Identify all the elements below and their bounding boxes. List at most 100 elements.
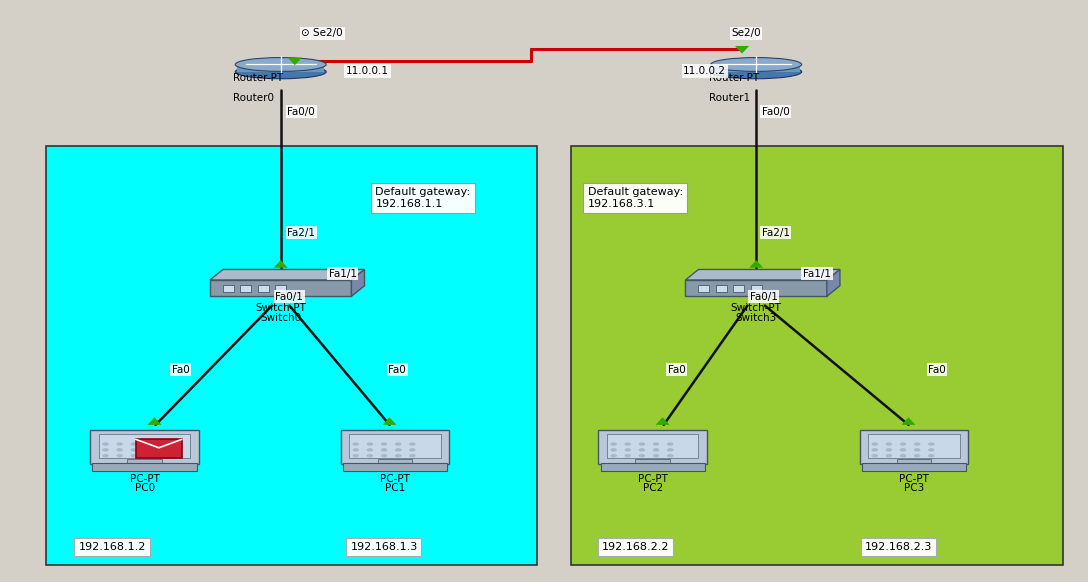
Circle shape <box>145 448 151 452</box>
Circle shape <box>409 442 416 446</box>
FancyBboxPatch shape <box>598 430 707 464</box>
Text: PC2: PC2 <box>643 483 663 493</box>
Text: PC1: PC1 <box>385 483 405 493</box>
FancyBboxPatch shape <box>46 146 537 565</box>
Circle shape <box>610 454 617 457</box>
Circle shape <box>928 448 935 452</box>
Circle shape <box>395 454 401 457</box>
Polygon shape <box>210 269 364 280</box>
FancyBboxPatch shape <box>210 280 351 296</box>
Text: PC-PT: PC-PT <box>638 474 668 484</box>
Polygon shape <box>383 417 396 425</box>
Circle shape <box>353 454 359 457</box>
Text: 192.168.1.3: 192.168.1.3 <box>350 542 418 552</box>
Circle shape <box>639 442 645 446</box>
FancyBboxPatch shape <box>341 430 449 464</box>
Circle shape <box>914 442 920 446</box>
Circle shape <box>653 454 659 457</box>
Text: Fa0/0: Fa0/0 <box>287 107 316 117</box>
FancyBboxPatch shape <box>127 459 162 465</box>
Circle shape <box>900 454 906 457</box>
FancyBboxPatch shape <box>751 285 762 292</box>
Circle shape <box>395 448 401 452</box>
Circle shape <box>914 448 920 452</box>
Polygon shape <box>735 46 749 54</box>
Circle shape <box>653 442 659 446</box>
Text: Router-PT: Router-PT <box>708 73 758 83</box>
Text: 11.0.0.1: 11.0.0.1 <box>346 66 390 76</box>
FancyBboxPatch shape <box>607 434 698 458</box>
Circle shape <box>131 442 137 446</box>
Circle shape <box>102 448 109 452</box>
Circle shape <box>116 442 123 446</box>
Text: PC0: PC0 <box>135 483 154 493</box>
FancyBboxPatch shape <box>99 434 190 458</box>
Text: Fa0/1: Fa0/1 <box>750 292 778 302</box>
FancyBboxPatch shape <box>378 459 412 465</box>
Text: 192.168.2.2: 192.168.2.2 <box>602 542 669 552</box>
Text: 11.0.0.2: 11.0.0.2 <box>683 66 727 76</box>
FancyBboxPatch shape <box>685 280 827 296</box>
Circle shape <box>102 454 109 457</box>
FancyBboxPatch shape <box>275 285 286 292</box>
Polygon shape <box>901 417 915 425</box>
Ellipse shape <box>235 58 326 72</box>
Circle shape <box>610 442 617 446</box>
Circle shape <box>367 442 373 446</box>
Text: Switch-PT: Switch-PT <box>256 303 306 313</box>
Circle shape <box>145 442 151 446</box>
Polygon shape <box>148 417 162 425</box>
Text: Default gateway:
192.168.3.1: Default gateway: 192.168.3.1 <box>588 187 682 209</box>
Ellipse shape <box>710 58 802 72</box>
Text: Switch3: Switch3 <box>735 313 777 322</box>
Text: Fa1/1: Fa1/1 <box>803 268 831 279</box>
Polygon shape <box>749 260 763 268</box>
Circle shape <box>639 454 645 457</box>
Polygon shape <box>827 269 840 296</box>
Circle shape <box>667 442 673 446</box>
Text: Switch0: Switch0 <box>260 313 301 322</box>
Circle shape <box>667 448 673 452</box>
FancyBboxPatch shape <box>635 459 670 465</box>
Circle shape <box>886 442 892 446</box>
Circle shape <box>409 454 416 457</box>
Circle shape <box>914 454 920 457</box>
Text: Default gateway:
192.168.1.1: Default gateway: 192.168.1.1 <box>375 187 470 209</box>
Text: 192.168.2.3: 192.168.2.3 <box>865 542 932 552</box>
FancyBboxPatch shape <box>713 65 800 72</box>
Circle shape <box>353 442 359 446</box>
FancyBboxPatch shape <box>571 146 1063 565</box>
Circle shape <box>928 442 935 446</box>
Text: Router1: Router1 <box>708 93 750 103</box>
Text: Fa0: Fa0 <box>928 364 945 375</box>
FancyBboxPatch shape <box>601 463 705 471</box>
FancyBboxPatch shape <box>237 65 324 72</box>
Circle shape <box>131 454 137 457</box>
Circle shape <box>381 442 387 446</box>
Text: Fa0: Fa0 <box>388 364 406 375</box>
Text: Fa0/1: Fa0/1 <box>275 292 304 302</box>
Ellipse shape <box>710 65 802 79</box>
Text: ⊙ Se2/0: ⊙ Se2/0 <box>301 28 343 38</box>
Text: Fa2/1: Fa2/1 <box>762 228 790 238</box>
Circle shape <box>625 442 631 446</box>
Circle shape <box>367 454 373 457</box>
Circle shape <box>159 442 165 446</box>
Text: PC-PT: PC-PT <box>899 474 929 484</box>
Circle shape <box>131 448 137 452</box>
FancyBboxPatch shape <box>860 430 968 464</box>
Text: Fa2/1: Fa2/1 <box>287 228 316 238</box>
Text: 192.168.1.2: 192.168.1.2 <box>78 542 146 552</box>
Text: PC-PT: PC-PT <box>129 474 160 484</box>
Circle shape <box>381 454 387 457</box>
Circle shape <box>886 454 892 457</box>
Circle shape <box>900 442 906 446</box>
FancyBboxPatch shape <box>897 459 931 465</box>
Text: Switch-PT: Switch-PT <box>731 303 781 313</box>
Circle shape <box>871 442 878 446</box>
FancyBboxPatch shape <box>862 463 966 471</box>
Text: Fa0: Fa0 <box>172 364 189 375</box>
FancyBboxPatch shape <box>716 285 727 292</box>
Polygon shape <box>685 269 840 280</box>
Circle shape <box>395 442 401 446</box>
